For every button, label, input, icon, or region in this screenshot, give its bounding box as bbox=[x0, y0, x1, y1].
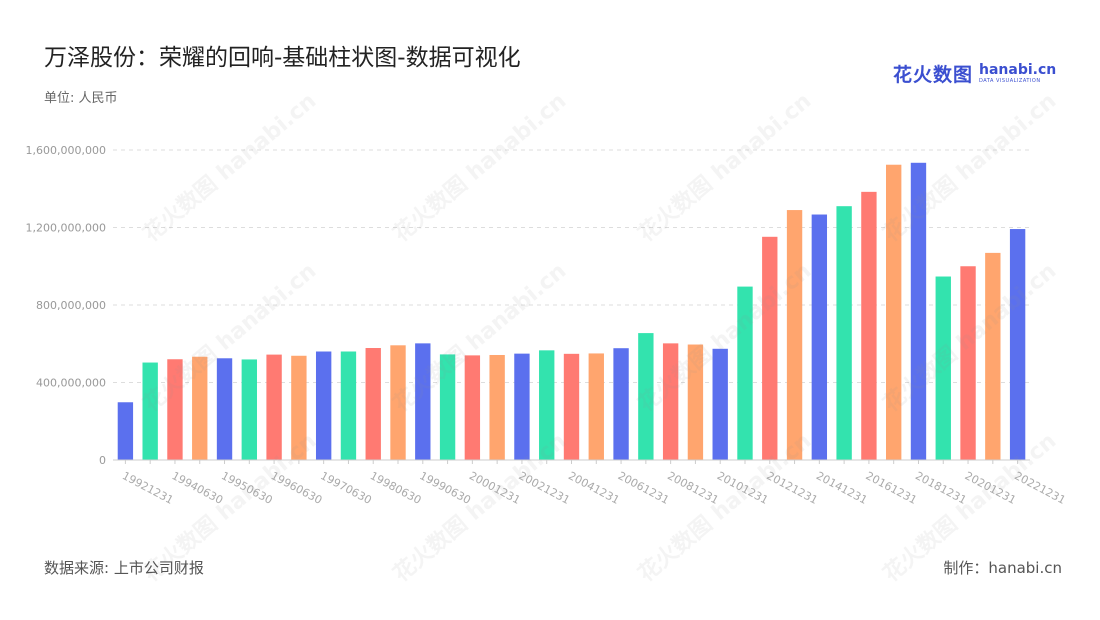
x-tick-label: 19921231 bbox=[120, 469, 176, 507]
bar-19940630 bbox=[167, 359, 183, 460]
bar-20081231 bbox=[662, 343, 679, 460]
bar-20071231 bbox=[638, 333, 654, 460]
logo-text-en: hanabi.cn bbox=[979, 61, 1057, 78]
bar-20031231 bbox=[539, 350, 555, 460]
logo-subtitle: DATA VISUALIZATION bbox=[979, 77, 1041, 84]
bars bbox=[117, 162, 1026, 460]
y-tick-label: 800,000,000 bbox=[36, 299, 106, 312]
logo-text-cn: 花火数图 bbox=[893, 63, 974, 86]
bar-20131231 bbox=[786, 210, 803, 460]
x-tick-label: 20081231 bbox=[665, 469, 721, 507]
x-tick-label: 20101231 bbox=[715, 469, 771, 507]
bar-19951231 bbox=[241, 359, 257, 460]
bar-20151231 bbox=[836, 206, 852, 460]
x-tick-label: 20201231 bbox=[963, 469, 1019, 507]
x-tick-label: 20061231 bbox=[616, 469, 672, 507]
y-tick-label: 1,200,000,000 bbox=[26, 222, 106, 235]
bar-20051231 bbox=[588, 353, 604, 460]
x-tick-label: 19950630 bbox=[219, 469, 275, 507]
x-tick-label: 20221231 bbox=[1012, 469, 1068, 507]
y-tick-label: 400,000,000 bbox=[36, 377, 106, 390]
x-tick-label: 20041231 bbox=[566, 469, 622, 507]
y-tick-label: 0 bbox=[99, 454, 106, 467]
bar-20211231 bbox=[985, 252, 1001, 460]
bar-20121231 bbox=[762, 236, 778, 460]
x-tick-label: 20021231 bbox=[517, 469, 573, 507]
bar-19970630 bbox=[315, 351, 332, 460]
bar-19961231 bbox=[291, 355, 307, 460]
bar-19921231 bbox=[117, 402, 134, 460]
bar-20001231 bbox=[464, 355, 481, 460]
x-tick-label: 19970630 bbox=[318, 469, 374, 507]
bar-19950630 bbox=[216, 358, 233, 460]
x-tick-label: 20141231 bbox=[814, 469, 870, 507]
bar-20041231 bbox=[563, 353, 580, 460]
bar-19990630 bbox=[415, 343, 431, 460]
y-tick-label: 1,600,000,000 bbox=[26, 144, 106, 157]
bar-20221231 bbox=[1009, 229, 1026, 460]
bar-20171231 bbox=[886, 164, 902, 460]
credit: 制作：hanabi.cn bbox=[943, 559, 1062, 577]
bar-19931231 bbox=[142, 362, 158, 460]
x-tick-label: 20161231 bbox=[863, 469, 919, 507]
data-source: 数据来源: 上市公司财报 bbox=[44, 559, 204, 577]
bar-19980630 bbox=[365, 348, 381, 460]
bar-19981231 bbox=[390, 345, 406, 460]
bar-20141231 bbox=[811, 214, 828, 460]
x-tick-label: 20121231 bbox=[764, 469, 820, 507]
logo-text-en-block: hanabi.cn DATA VISUALIZATION bbox=[979, 63, 1056, 84]
x-tick-label: 20181231 bbox=[913, 469, 969, 507]
bar-20161231 bbox=[861, 191, 877, 460]
bar-19991231 bbox=[439, 354, 456, 460]
bar-20111231 bbox=[737, 286, 753, 460]
bar-19960630 bbox=[266, 354, 282, 460]
x-tick-label: 19940630 bbox=[170, 469, 226, 507]
unit-label: 单位: 人民币 bbox=[44, 91, 118, 106]
bar-20011231 bbox=[489, 354, 505, 460]
bar-19971231 bbox=[340, 351, 357, 460]
brand-logo: 花火数图 hanabi.cn DATA VISUALIZATION bbox=[893, 60, 1056, 86]
bar-20191231 bbox=[935, 276, 951, 460]
x-tick-label: 19960630 bbox=[269, 469, 325, 507]
page-title: 万泽股份：荣耀的回响-基础柱状图-数据可视化 bbox=[44, 45, 521, 71]
x-tick-label: 19990630 bbox=[417, 469, 473, 507]
x-tick-label: 19980630 bbox=[368, 469, 424, 507]
bar-20201231 bbox=[960, 266, 976, 460]
bar-20181231 bbox=[910, 162, 927, 460]
bar-20021231 bbox=[514, 353, 530, 460]
bar-20061231 bbox=[613, 348, 629, 460]
bar-20101231 bbox=[712, 348, 728, 460]
bar-19941231 bbox=[192, 356, 208, 460]
bar-20091231 bbox=[687, 344, 704, 460]
x-tick-label: 20001231 bbox=[467, 469, 523, 507]
